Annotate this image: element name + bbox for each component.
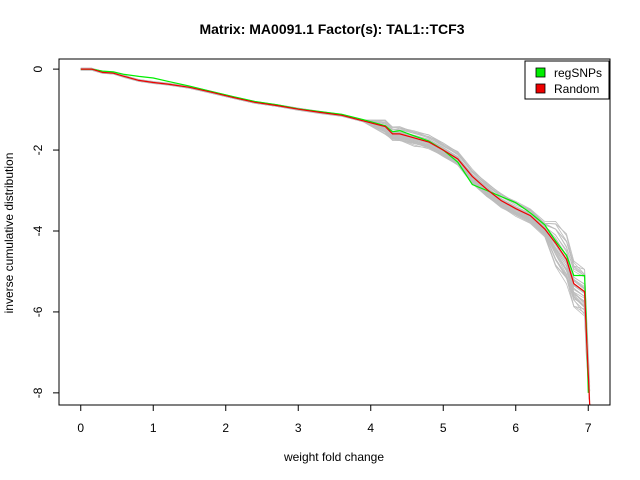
background-line bbox=[80, 68, 591, 406]
y-tick-label: -8 bbox=[31, 387, 45, 398]
background-line bbox=[80, 69, 591, 406]
background-line bbox=[80, 69, 591, 406]
y-tick-label: -4 bbox=[31, 225, 45, 236]
series-line-random bbox=[80, 68, 591, 406]
y-tick-label: -2 bbox=[31, 144, 45, 155]
y-tick-label: -6 bbox=[31, 306, 45, 317]
background-line bbox=[80, 69, 591, 406]
x-tick-label: 7 bbox=[585, 421, 592, 435]
background-line bbox=[80, 68, 591, 406]
chart-title: Matrix: MA0091.1 Factor(s): TAL1::TCF3 bbox=[199, 21, 464, 37]
background-line bbox=[80, 68, 591, 401]
legend: regSNPs Random bbox=[524, 60, 610, 100]
series-line-regsnps bbox=[80, 68, 589, 393]
background-line bbox=[80, 69, 591, 406]
y-axis: 0 -2 -4 -6 -8 bbox=[31, 65, 59, 398]
background-line bbox=[80, 69, 591, 406]
background-line bbox=[80, 68, 591, 406]
x-tick-label: 2 bbox=[222, 421, 229, 435]
plot-frame bbox=[58, 58, 611, 406]
legend-swatch-regsnps bbox=[535, 67, 546, 78]
background-line bbox=[80, 68, 591, 405]
x-tick-label: 0 bbox=[77, 421, 84, 435]
background-line bbox=[80, 69, 591, 406]
background-line bbox=[80, 67, 591, 387]
x-tick-label: 4 bbox=[367, 421, 374, 435]
background-line bbox=[80, 68, 591, 403]
background-line bbox=[80, 69, 591, 406]
series-lines bbox=[80, 68, 591, 406]
background-line bbox=[80, 69, 591, 406]
background-line bbox=[80, 68, 591, 402]
background-line bbox=[80, 69, 591, 406]
background-line bbox=[80, 67, 591, 388]
x-tick-label: 5 bbox=[440, 421, 447, 435]
background-line bbox=[80, 68, 591, 400]
background-line bbox=[80, 69, 591, 406]
legend-label-random: Random bbox=[554, 82, 599, 96]
x-tick-label: 3 bbox=[295, 421, 302, 435]
background-line bbox=[80, 68, 591, 399]
background-line bbox=[80, 69, 591, 406]
background-line bbox=[80, 69, 591, 406]
background-line bbox=[80, 68, 591, 406]
background-line bbox=[80, 67, 591, 391]
background-line bbox=[80, 69, 591, 406]
background-line bbox=[80, 68, 591, 392]
background-line bbox=[80, 68, 591, 402]
background-line bbox=[80, 68, 591, 406]
x-tick-label: 1 bbox=[150, 421, 157, 435]
background-line bbox=[80, 68, 591, 406]
background-line bbox=[80, 69, 591, 406]
background-random-lines bbox=[80, 67, 591, 406]
x-axis-label: weight fold change bbox=[283, 450, 384, 464]
legend-label-regsnps: regSNPs bbox=[554, 66, 602, 80]
background-line bbox=[80, 68, 591, 391]
background-line bbox=[80, 68, 591, 403]
y-tick-label: 0 bbox=[31, 65, 45, 72]
x-axis: 0 1 2 3 4 5 6 7 bbox=[77, 405, 592, 435]
background-line bbox=[80, 69, 591, 406]
background-line bbox=[80, 68, 591, 406]
background-line bbox=[80, 69, 591, 406]
background-line bbox=[80, 69, 591, 406]
y-axis-label: inverse cumulative distribution bbox=[2, 153, 16, 314]
legend-swatch-random bbox=[535, 83, 546, 94]
background-line bbox=[80, 69, 591, 406]
background-line bbox=[80, 68, 591, 392]
x-tick-label: 6 bbox=[512, 421, 519, 435]
